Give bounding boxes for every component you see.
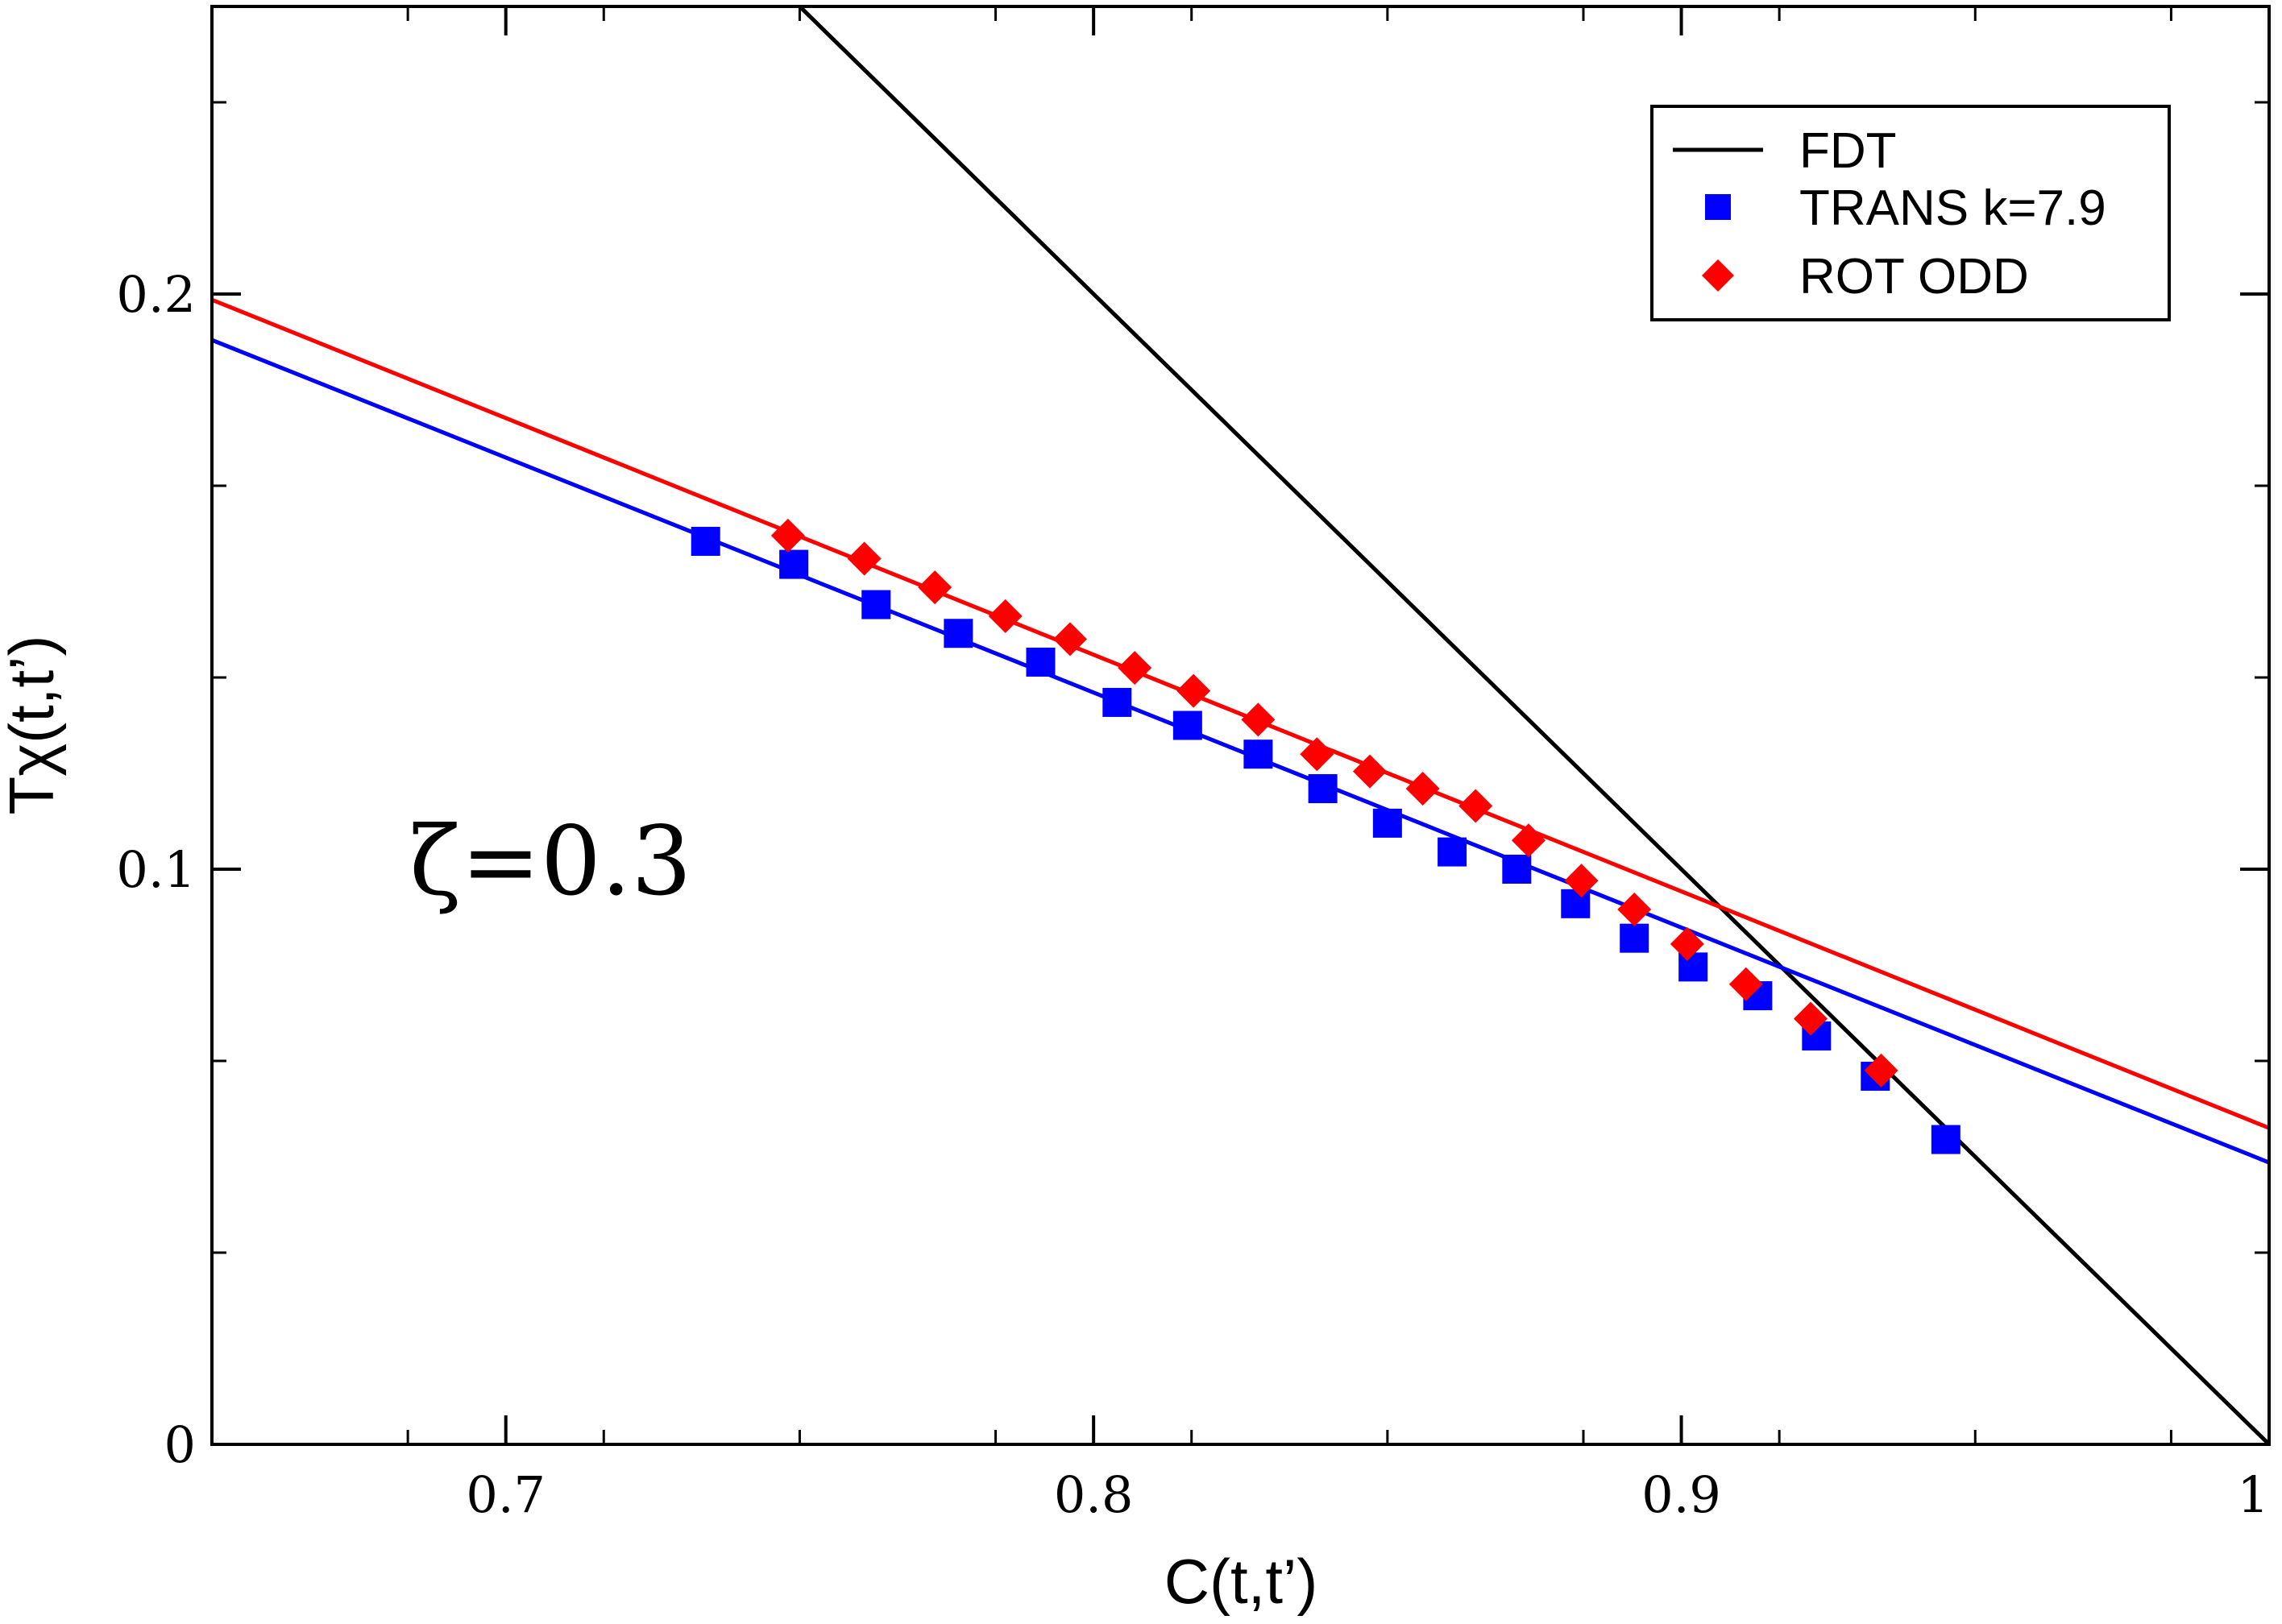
point-rot-odd <box>1564 864 1599 898</box>
y-tick-label: 0 <box>164 1415 196 1474</box>
point-trans-k-7-9 <box>944 619 973 648</box>
point-trans-k-7-9 <box>1561 889 1591 918</box>
y-axis-title: Tχ(t,t’) <box>0 636 67 815</box>
point-rot-odd <box>1118 651 1152 686</box>
point-trans-k-7-9 <box>1678 952 1708 982</box>
legend-label-fdt: FDT <box>1799 123 1897 179</box>
point-trans-k-7-9 <box>1172 710 1202 740</box>
plot-frame <box>210 5 2271 1446</box>
series-line-fdt <box>798 6 2269 1444</box>
point-rot-odd <box>1670 926 1704 961</box>
series-line-rot-fit <box>212 297 2269 1130</box>
point-rot-odd <box>1511 823 1546 858</box>
annotation-zeta: ζ=0.3 <box>409 806 692 917</box>
axis-tick-labels: 0.7 0.8 0.9 1 0 0.1 0.2 <box>116 265 2269 1524</box>
point-trans-k-7-9 <box>1931 1125 1960 1154</box>
series-markers <box>691 518 1960 1154</box>
point-rot-odd <box>1617 892 1652 926</box>
point-trans-k-7-9 <box>1308 774 1338 804</box>
series-line-trans-fit <box>212 338 2269 1165</box>
point-rot-odd <box>1794 1001 1828 1036</box>
point-rot-odd <box>1352 754 1387 789</box>
point-trans-k-7-9 <box>1502 855 1532 884</box>
legend-label-trans: TRANS k=7.9 <box>1799 180 2106 236</box>
legend-label-rot: ROT ODD <box>1799 249 2029 304</box>
point-rot-odd <box>1864 1053 1898 1088</box>
point-rot-odd <box>1052 622 1087 657</box>
point-rot-odd <box>1241 702 1276 737</box>
legend-swatch-trans <box>1705 194 1731 220</box>
point-rot-odd <box>770 518 805 553</box>
point-trans-k-7-9 <box>691 527 720 557</box>
legend: FDT TRANS k=7.9 ROT ODD <box>1650 105 2171 321</box>
x-axis-title: C(t,t’) <box>1164 1546 1318 1617</box>
point-trans-k-7-9 <box>1372 808 1402 838</box>
y-tick-label: 0.1 <box>116 840 196 899</box>
point-rot-odd <box>1405 772 1440 806</box>
point-rot-odd <box>1300 737 1334 772</box>
legend-swatch-rot <box>1702 259 1734 292</box>
point-rot-odd <box>918 570 952 605</box>
point-trans-k-7-9 <box>861 590 891 619</box>
point-trans-k-7-9 <box>779 549 809 579</box>
x-tick-label: 1 <box>2238 1465 2269 1524</box>
x-tick-label: 0.9 <box>1641 1465 1721 1524</box>
series-lines <box>212 6 2269 1444</box>
x-tick-label: 0.8 <box>1054 1465 1134 1524</box>
point-trans-k-7-9 <box>1026 647 1056 677</box>
point-trans-k-7-9 <box>1620 923 1649 953</box>
legend-box <box>1650 105 2171 321</box>
point-rot-odd <box>988 599 1023 633</box>
point-rot-odd <box>847 541 882 576</box>
point-trans-k-7-9 <box>1102 687 1132 717</box>
x-tick-label: 0.7 <box>466 1465 546 1524</box>
point-rot-odd <box>1728 967 1763 1001</box>
point-trans-k-7-9 <box>1438 837 1467 867</box>
point-rot-odd <box>1458 789 1493 823</box>
point-trans-k-7-9 <box>1243 740 1273 769</box>
point-rot-odd <box>1176 673 1211 708</box>
y-tick-label: 0.2 <box>116 265 196 324</box>
